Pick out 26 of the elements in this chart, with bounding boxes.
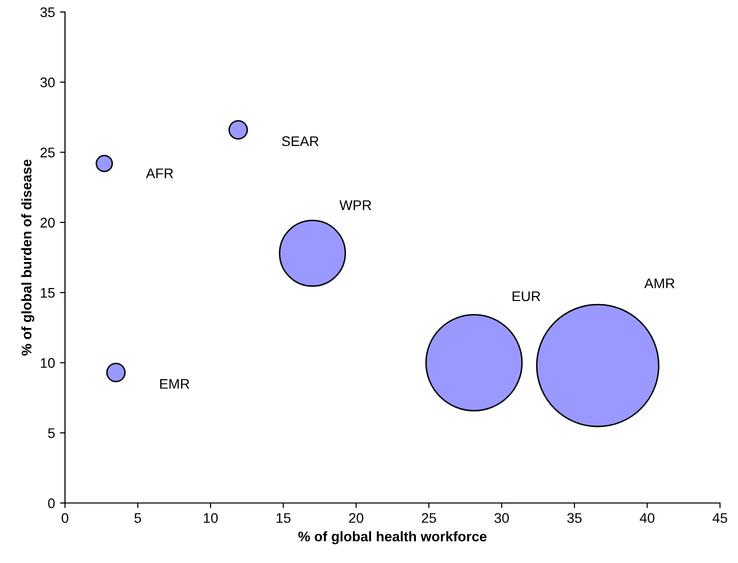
y-tick-label: 20: [40, 218, 55, 228]
series-label: WPR: [339, 200, 372, 210]
y-tick-label: 35: [40, 7, 55, 18]
x-tick-label: 0: [62, 513, 68, 523]
y-tick-label: 15: [40, 288, 55, 298]
y-tick-label: 0: [48, 498, 55, 508]
x-tick-label: 20: [349, 513, 364, 523]
text: EMR: [160, 379, 190, 389]
y-tick-label: 5: [48, 428, 55, 438]
x-tick-label: 45: [712, 513, 728, 523]
y-tick-label: 10: [40, 358, 55, 368]
x-axis-title: % of global health workforce: [298, 531, 487, 544]
text: SEAR: [282, 136, 319, 146]
y-tick-label: 30: [40, 77, 55, 88]
y-axis-title: % of global burden of disease: [21, 160, 34, 356]
y-tick-label: 25: [40, 148, 55, 158]
x-tick-label: 35: [567, 513, 582, 523]
x-tick-label: 10: [204, 513, 218, 523]
series-label: EUR: [512, 291, 540, 302]
x-tick-label: 25: [422, 513, 436, 523]
x-tick-label: 30: [494, 513, 509, 523]
text: AFR: [146, 168, 174, 178]
x-tick-label: 5: [134, 513, 142, 523]
text: AMR: [644, 278, 674, 288]
x-tick-label: 40: [640, 513, 654, 523]
x-tick-label: 15: [276, 513, 290, 523]
